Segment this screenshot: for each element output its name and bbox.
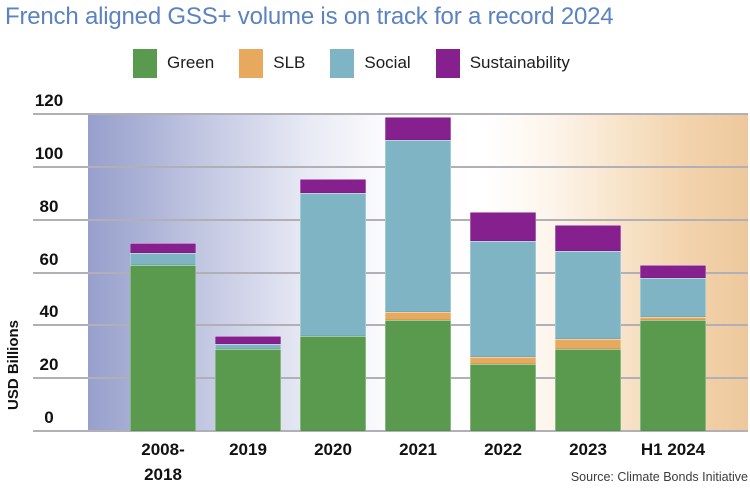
legend-swatch-green: [133, 48, 157, 78]
x-tick-2022: 2022: [484, 440, 522, 459]
y-tick-40: 40: [39, 302, 59, 322]
legend-label: Sustainability: [469, 53, 570, 72]
segment-social-2019: [215, 343, 281, 350]
gridline-120: [33, 113, 748, 115]
bars-layer: [88, 114, 748, 431]
legend-label: SLB: [273, 53, 306, 72]
legend-item-sustainability: Sustainability: [435, 48, 570, 78]
bar-2020: [300, 178, 366, 431]
segment-social-h1-2024: [640, 277, 706, 318]
y-tick-0: 0: [44, 408, 54, 427]
segment-sustainability-h1-2024: [640, 264, 706, 278]
segment-social-2022: [470, 240, 536, 358]
segment-sustainability-2023: [555, 224, 621, 252]
legend-swatch-sustainability: [435, 48, 460, 78]
legend-item-green: Green: [133, 48, 215, 78]
segment-green-2020: [300, 335, 366, 431]
segment-green-2019: [215, 349, 281, 431]
segment-green-2022: [470, 363, 536, 431]
segment-sustainability-2021: [385, 116, 451, 141]
bar-2023: [555, 224, 621, 431]
bar-h1-2024: [640, 264, 706, 431]
segment-green-h1-2024: [640, 320, 706, 431]
segment-social-2021: [385, 140, 451, 313]
y-axis-labels: 0 20 40 60 80 100 120: [20, 92, 78, 431]
bar-2019: [215, 335, 281, 431]
legend-label: Green: [167, 53, 215, 72]
bar-2021: [385, 116, 451, 431]
segment-slb-2022: [470, 357, 536, 364]
legend-swatch-social: [330, 48, 355, 78]
legend-label: Social: [364, 53, 411, 72]
x-tick-2019: 2019: [229, 440, 267, 459]
segment-green-2023: [555, 349, 621, 431]
x-tick-2020: 2020: [314, 440, 352, 459]
x-tick-2023: 2023: [569, 440, 607, 459]
chart-legend: Green SLB Social Sustainability: [133, 48, 570, 78]
legend-item-slb: SLB: [239, 48, 306, 78]
segment-green-2008-2018: [130, 264, 196, 431]
segment-slb-h1-2024: [640, 317, 706, 321]
segment-green-2021: [385, 320, 451, 431]
gridline-0: [33, 430, 748, 432]
source-attribution: Source: Climate Bonds Initiative: [570, 470, 748, 484]
bar-2022: [470, 211, 536, 431]
y-tick-120: 120: [34, 91, 64, 110]
segment-sustainability-2008-2018: [130, 243, 196, 253]
x-tick-2021: 2021: [399, 440, 437, 459]
y-tick-20: 20: [39, 355, 59, 375]
y-tick-80: 80: [39, 196, 59, 216]
segment-social-2008-2018: [130, 252, 196, 265]
x-tick-2008-2018: 2008- 2018: [141, 440, 185, 484]
segment-slb-2021: [385, 312, 451, 321]
segment-slb-2023: [555, 338, 621, 350]
y-tick-100: 100: [34, 143, 64, 163]
y-axis-title: USD Billions: [5, 320, 22, 411]
segment-social-2023: [555, 251, 621, 339]
segment-social-2020: [300, 193, 366, 336]
segment-sustainability-2022: [470, 211, 536, 241]
legend-item-social: Social: [330, 48, 411, 78]
y-tick-60: 60: [39, 249, 59, 269]
chart-title: French aligned GSS+ volume is on track f…: [5, 3, 614, 30]
segment-sustainability-2020: [300, 178, 366, 194]
segment-sustainability-2019: [215, 335, 281, 344]
x-axis-labels: 2008- 2018 2019 2020 2021 2022 2023 H1 2024: [0, 438, 750, 484]
bar-2008-2018: [130, 243, 196, 431]
legend-swatch-slb: [239, 48, 264, 78]
x-tick-h1-2024: H1 2024: [640, 440, 706, 459]
